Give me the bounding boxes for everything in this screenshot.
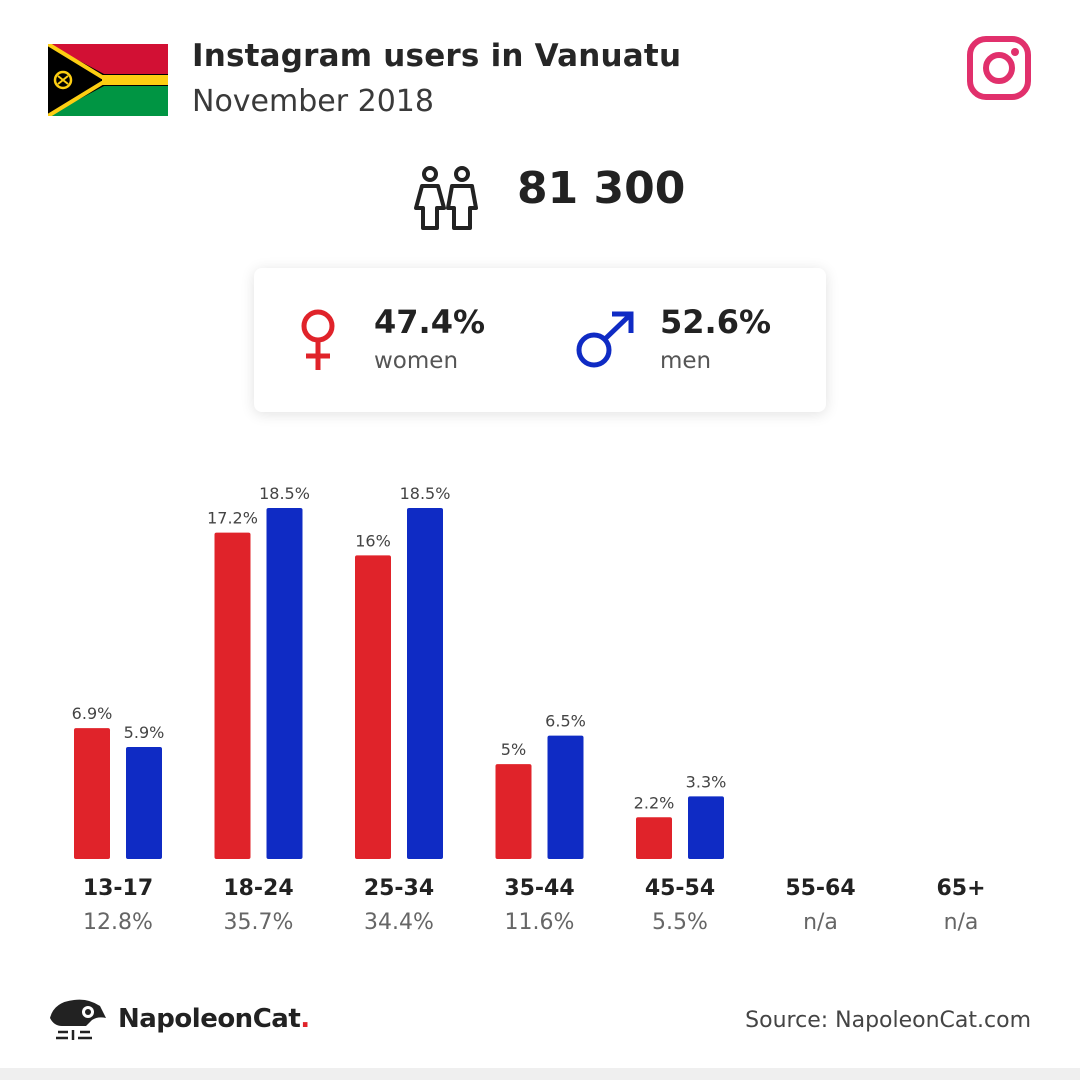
male-icon [576,311,634,368]
data-label-women-18-24: 17.2% [207,509,258,528]
data-label-women-35-44: 5% [501,740,526,759]
page-subtitle: November 2018 [192,84,434,119]
bar-men-18-24 [266,508,303,859]
age-group-total: n/a [943,910,979,935]
people-icon [414,166,478,230]
bottom-strip [0,1068,1080,1080]
data-label-men-35-44: 6.5% [545,712,586,731]
age-group-total: 34.4% [364,910,434,935]
age-group-total: 12.8% [83,910,153,935]
total-users: 81 300 [517,163,686,214]
age-group-total: 11.6% [504,910,575,935]
age-group-total: n/a [803,910,838,935]
brand-text: NapoleonCat [118,1004,301,1034]
instagram-icon [967,36,1031,100]
brand-name: NapoleonCat. [118,1004,310,1034]
page-title: Instagram users in Vanuatu [192,38,682,74]
bar-men-45-54 [688,796,724,859]
vanuatu-flag-icon [48,44,168,116]
men-percentage: 52.6% [660,303,772,341]
bar-men-25-34 [407,508,443,859]
data-label-men-25-34: 18.5% [400,484,451,503]
data-label-men-45-54: 3.3% [686,772,727,791]
age-group-total: 5.5% [652,910,708,935]
source-text: Source: NapoleonCat.com [745,1008,1031,1033]
age-group-label: 18-24 [223,876,294,901]
women-label: women [374,348,459,374]
age-group-label: 35-44 [504,876,575,901]
bar-men-13-17 [126,747,162,859]
age-group-label: 45-54 [644,876,716,901]
data-label-women-45-54: 2.2% [634,793,675,812]
gender-card [254,268,826,412]
bar-women-35-44 [495,764,532,859]
age-group-label: 25-34 [363,876,435,901]
data-label-women-25-34: 16% [355,531,391,550]
bar-women-45-54 [636,817,672,859]
napoleoncat-logo-icon [50,999,106,1040]
bar-women-18-24 [214,532,251,859]
bar-women-25-34 [355,555,391,859]
brand-dot: . [300,1004,310,1034]
bar-men-35-44 [547,735,584,859]
age-gender-bar-chart: 6.9%5.9%17.2%18.5%16%18.5%5%6.5%2.2%3.3% [72,484,727,859]
female-icon [301,309,335,370]
data-label-men-18-24: 18.5% [259,484,310,503]
age-group-label: 13-17 [82,876,154,901]
women-percentage: 47.4% [374,303,486,341]
data-label-men-13-17: 5.9% [124,723,165,742]
age-group-total: 35.7% [223,910,294,935]
men-label: men [660,348,712,374]
bar-women-13-17 [74,728,110,859]
age-group-label: 65+ [936,876,986,901]
data-label-women-13-17: 6.9% [72,704,113,723]
age-group-label: 55-64 [785,876,856,901]
